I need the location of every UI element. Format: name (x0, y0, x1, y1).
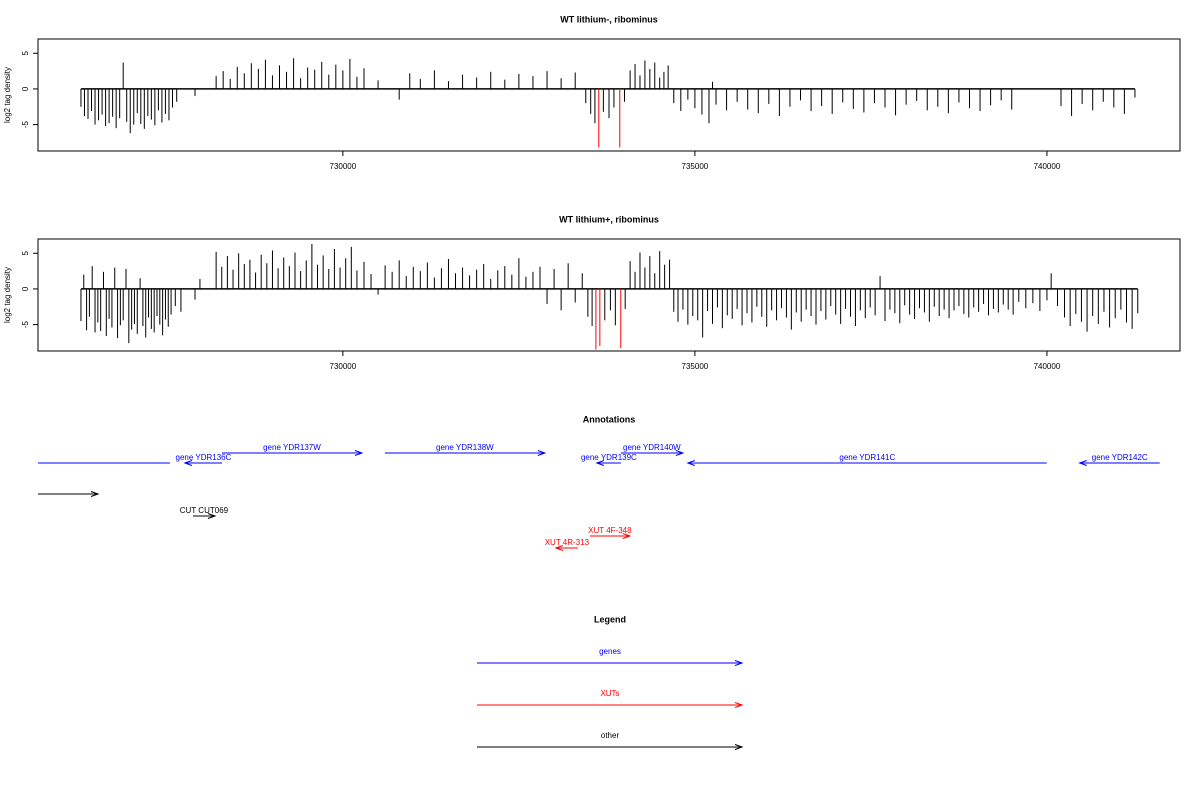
arrow-head (595, 460, 605, 466)
arrow-head (622, 533, 632, 539)
chart-title: WT lithium-, ribominus (560, 14, 658, 24)
y-tick-label: 5 (21, 50, 30, 55)
x-tick-label: 735000 (682, 362, 709, 371)
feature-label: gene YDR142C (1092, 453, 1148, 462)
feature-label: XUT 4R-313 (545, 538, 590, 547)
arrow-head (354, 450, 364, 456)
feature-label: gene YDR138W (436, 443, 494, 452)
legend-title: Legend (594, 614, 626, 624)
arrow-head (1078, 460, 1087, 466)
feature-label: XUT 4F-348 (588, 526, 632, 535)
annotation-title: Annotations (583, 414, 636, 424)
legend-label: XUTs (600, 689, 619, 698)
y-axis-label: log2 tag density (3, 267, 12, 323)
arrow-head (734, 744, 744, 750)
legend-label: genes (599, 647, 621, 656)
y-tick-label: -5 (21, 121, 30, 129)
arrow-head (90, 491, 100, 497)
arrow-head (675, 450, 685, 456)
arrow-head (554, 545, 564, 551)
x-tick-label: 735000 (682, 162, 709, 171)
arrow-head (537, 450, 547, 456)
plot-frame (37, 38, 1181, 152)
y-tick-label: 0 (21, 286, 30, 291)
feature-label: gene YDR140W (623, 443, 681, 452)
chart-title: WT lithium+, ribominus (559, 214, 659, 224)
x-tick-label: 740000 (1034, 362, 1061, 371)
x-tick-label: 740000 (1034, 162, 1061, 171)
x-tick-label: 730000 (330, 162, 357, 171)
arrow-head (734, 660, 744, 666)
arrow-head (686, 460, 696, 466)
arrow-head (207, 513, 217, 519)
feature-label: gene YDR141C (839, 453, 895, 462)
feature-label: gene YDR139C (581, 453, 637, 462)
annotation-track: gene YDR136C gene YDR137W gene YDR138W gene… (19, 443, 1160, 551)
feature-label: gene YDR136C (176, 453, 232, 462)
arrow-head (734, 702, 744, 708)
plot-frame (37, 238, 1181, 352)
y-tick-label: 5 (21, 250, 30, 255)
legend-label: other (601, 731, 620, 740)
feature-label: CUT CUT069 (180, 506, 229, 515)
arrow-head (183, 460, 193, 466)
x-tick-label: 730000 (330, 362, 357, 371)
feature-label: gene YDR137W (263, 443, 321, 452)
y-tick-label: -5 (21, 321, 30, 329)
arrow-head (19, 461, 26, 466)
y-axis-label: log2 tag density (3, 67, 12, 123)
y-tick-label: 0 (21, 86, 30, 91)
